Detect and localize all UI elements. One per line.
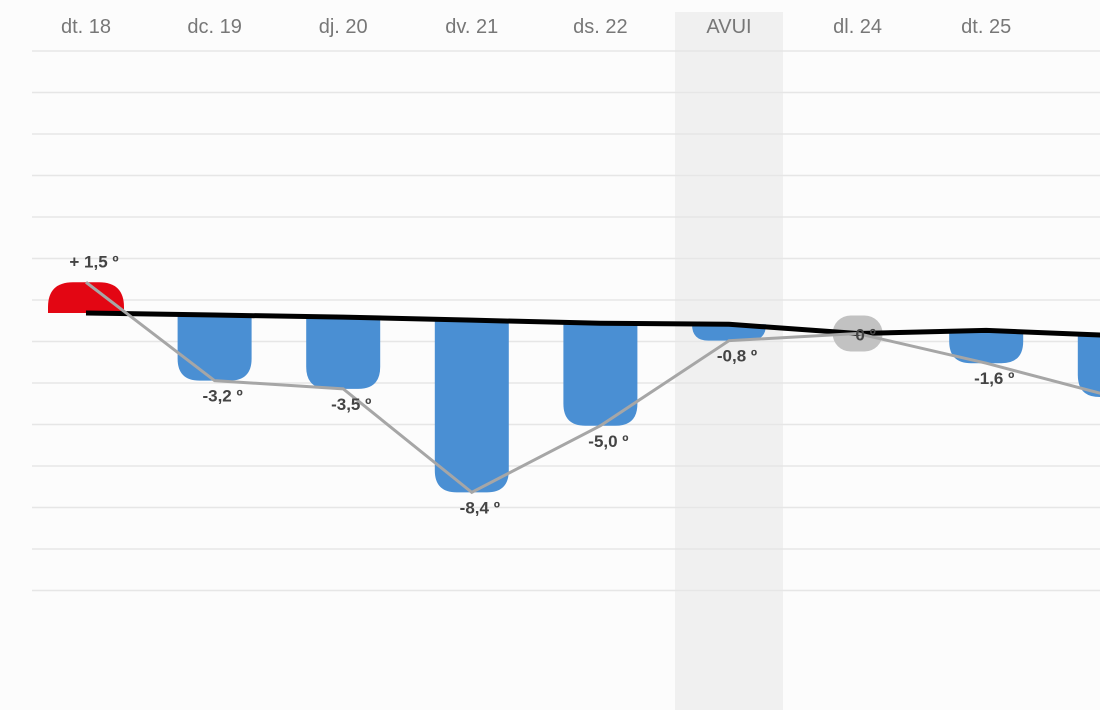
bar-8 (1077, 335, 1100, 398)
bar-1 (177, 315, 252, 381)
day-label-6: dl. 24 (833, 16, 882, 38)
day-label-4: ds. 22 (573, 16, 627, 38)
value-label-7: -1,6 º (974, 369, 1014, 388)
bar-5 (692, 324, 766, 341)
today-highlight-band (675, 12, 783, 710)
day-label-0: dt. 18 (61, 16, 111, 38)
value-connector-line (85, 281, 1100, 495)
value-label-2: -3,5 º (331, 395, 371, 414)
day-label-5: AVUI (706, 16, 751, 38)
bar-7 (949, 330, 1024, 364)
day-labels: dt. 18 dc. 19 dj. 20 dv. 21 ds. 22 AVUI dl. 24… (61, 16, 1011, 38)
value-label-5: -0,8 º (717, 347, 757, 366)
bar-3 (434, 320, 509, 493)
value-labels: + 1,5 º -3,2 º -3,5 º -8,4 º -5,0 º -0,8 º 0 º… (69, 252, 1014, 517)
day-label-1: dc. 19 (187, 16, 241, 38)
value-label-0: + 1,5 º (69, 252, 118, 271)
bar-2 (306, 317, 381, 389)
day-label-3: dv. 21 (445, 16, 498, 38)
value-label-4: -5,0 º (588, 432, 628, 451)
anomaly-bars (48, 282, 1100, 493)
value-label-3: -8,4 º (460, 498, 500, 517)
baseline-line (85, 310, 1100, 338)
day-label-7: dt. 25 (961, 16, 1011, 38)
value-label-6: 0 º (855, 326, 875, 345)
day-label-2: dj. 20 (319, 16, 368, 38)
bar-4 (563, 323, 638, 426)
value-label-1: -3,2 º (202, 387, 242, 406)
bar-0 (48, 282, 124, 313)
